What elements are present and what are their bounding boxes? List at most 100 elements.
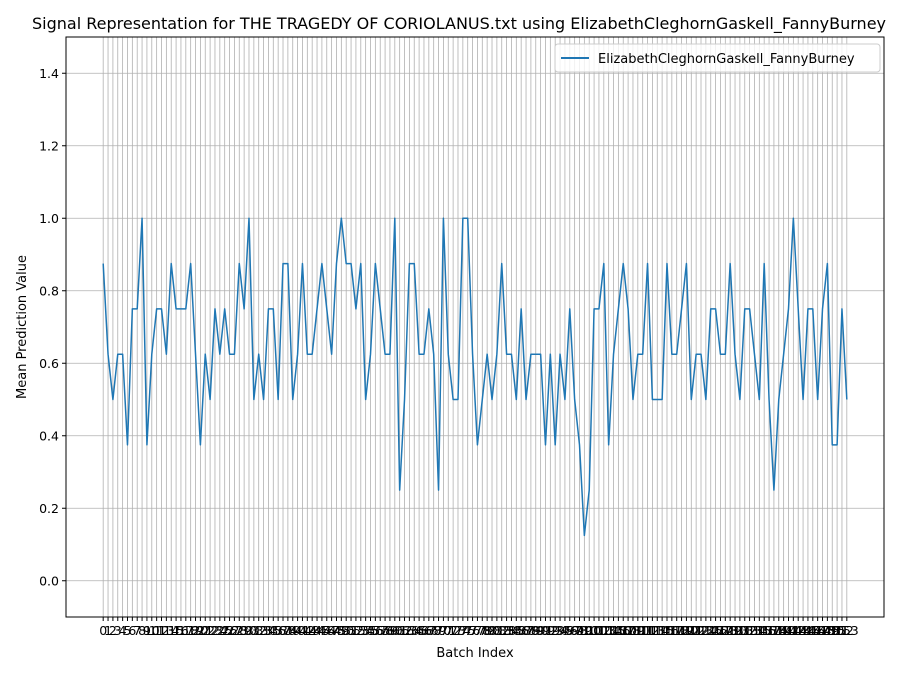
x-tick-label: 114 — [645, 623, 669, 638]
x-tick-label: 100 — [577, 623, 601, 638]
x-tick-label: 44 — [309, 623, 325, 638]
x-tick-label: 73 — [450, 623, 466, 638]
x-tick-label: 22 — [202, 623, 218, 638]
x-tick-label: 80 — [484, 623, 500, 638]
x-tick-label: 14 — [163, 623, 179, 638]
x-tick-label: 119 — [670, 623, 694, 638]
x-tick-label: 107 — [611, 623, 635, 638]
y-tick-label: 1.4 — [39, 66, 59, 81]
plot-frame — [65, 36, 885, 618]
x-tick-label: 77 — [469, 623, 485, 638]
x-tick-label: 10 — [144, 623, 160, 638]
x-tick-label: 7 — [133, 623, 141, 638]
y-tick-label: 0.2 — [39, 501, 59, 516]
x-tick-label: 63 — [401, 623, 417, 638]
x-tick-label: 136 — [752, 623, 776, 638]
x-tick-label: 15 — [168, 623, 184, 638]
x-tick-label: 140 — [772, 623, 796, 638]
x-tick-label: 52 — [348, 623, 364, 638]
x-axis-label: Batch Index — [436, 646, 514, 661]
x-tick-label: 95 — [557, 623, 573, 638]
x-tick-label: 69 — [431, 623, 447, 638]
x-tick-label: 149 — [815, 623, 839, 638]
x-tick-label: 150 — [820, 623, 844, 638]
x-tick-label: 143 — [786, 623, 810, 638]
x-tick-label: 89 — [528, 623, 544, 638]
x-tick-label: 19 — [188, 623, 204, 638]
x-tick-label: 6 — [128, 623, 136, 638]
x-tick-label: 98 — [572, 623, 588, 638]
x-tick-label: 87 — [518, 623, 534, 638]
x-tick-label: 141 — [777, 623, 801, 638]
x-tick-label: 132 — [733, 623, 757, 638]
x-tick-label: 139 — [767, 623, 791, 638]
x-tick-label: 128 — [713, 623, 737, 638]
x-tick-label: 12 — [154, 623, 170, 638]
x-tick-label: 58 — [377, 623, 393, 638]
x-tick-label: 20 — [192, 623, 208, 638]
x-tick-label: 99 — [576, 623, 592, 638]
y-tick-label: 1.2 — [39, 138, 59, 153]
x-tick-label: 36 — [270, 623, 286, 638]
x-tick-label: 0 — [99, 623, 107, 638]
x-tick-label: 135 — [747, 623, 771, 638]
x-tick-label: 74 — [455, 623, 471, 638]
x-tick-label: 131 — [728, 623, 752, 638]
x-tick-label: 91 — [538, 623, 554, 638]
x-tick-label: 92 — [542, 623, 558, 638]
x-tick-label: 144 — [791, 623, 815, 638]
x-tick-label: 38 — [280, 623, 296, 638]
x-tick-label: 112 — [636, 623, 660, 638]
x-tick-label: 120 — [674, 623, 698, 638]
x-tick-label: 35 — [265, 623, 281, 638]
x-tick-label: 126 — [704, 623, 728, 638]
x-tick-label: 55 — [363, 623, 379, 638]
x-tick-label: 97 — [567, 623, 583, 638]
y-tick-label: 0.4 — [39, 428, 59, 443]
x-tick-label: 85 — [508, 623, 524, 638]
x-tick-label: 84 — [503, 623, 519, 638]
x-tick-label: 13 — [158, 623, 174, 638]
x-tick-label: 2 — [109, 623, 117, 638]
x-tick-label: 11 — [149, 623, 165, 638]
x-tick-label: 127 — [709, 623, 733, 638]
x-tick-label: 96 — [562, 623, 578, 638]
x-tick-label: 103 — [592, 623, 616, 638]
x-tick-label: 16 — [173, 623, 189, 638]
x-tick-label: 67 — [421, 623, 437, 638]
x-tick-label: 129 — [718, 623, 742, 638]
x-tick-label: 142 — [781, 623, 805, 638]
x-tick-label: 102 — [587, 623, 611, 638]
x-tick-label: 24 — [212, 623, 228, 638]
x-tick-label: 45 — [314, 623, 330, 638]
x-tick-label: 148 — [811, 623, 835, 638]
x-tick-label: 39 — [285, 623, 301, 638]
x-tick-label: 76 — [465, 623, 481, 638]
x-tick-label: 153 — [835, 623, 859, 638]
x-tick-label: 75 — [460, 623, 476, 638]
x-tick-label: 68 — [426, 623, 442, 638]
y-tick-label: 0.6 — [39, 356, 59, 371]
x-tick-label: 146 — [801, 623, 825, 638]
x-tick-label: 151 — [825, 623, 849, 638]
x-tick-label: 41 — [295, 623, 311, 638]
x-tick-label: 137 — [757, 623, 781, 638]
x-tick-label: 54 — [358, 623, 374, 638]
x-tick-label: 17 — [178, 623, 194, 638]
x-tick-label: 23 — [207, 623, 223, 638]
x-tick-label: 25 — [217, 623, 233, 638]
x-tick-label: 56 — [367, 623, 383, 638]
chart-title: Signal Representation for THE TRAGEDY OF… — [32, 14, 886, 34]
x-tick-label: 104 — [597, 623, 621, 638]
x-tick-label: 60 — [387, 623, 403, 638]
x-tick-label: 93 — [547, 623, 563, 638]
x-tick-label: 51 — [343, 623, 359, 638]
x-tick-label: 46 — [319, 623, 335, 638]
x-tick-label: 118 — [665, 623, 689, 638]
x-tick-label: 88 — [523, 623, 539, 638]
x-tick-label: 83 — [499, 623, 515, 638]
x-tick-label: 71 — [440, 623, 456, 638]
x-tick-label: 72 — [445, 623, 461, 638]
x-tick-label: 3 — [114, 623, 122, 638]
